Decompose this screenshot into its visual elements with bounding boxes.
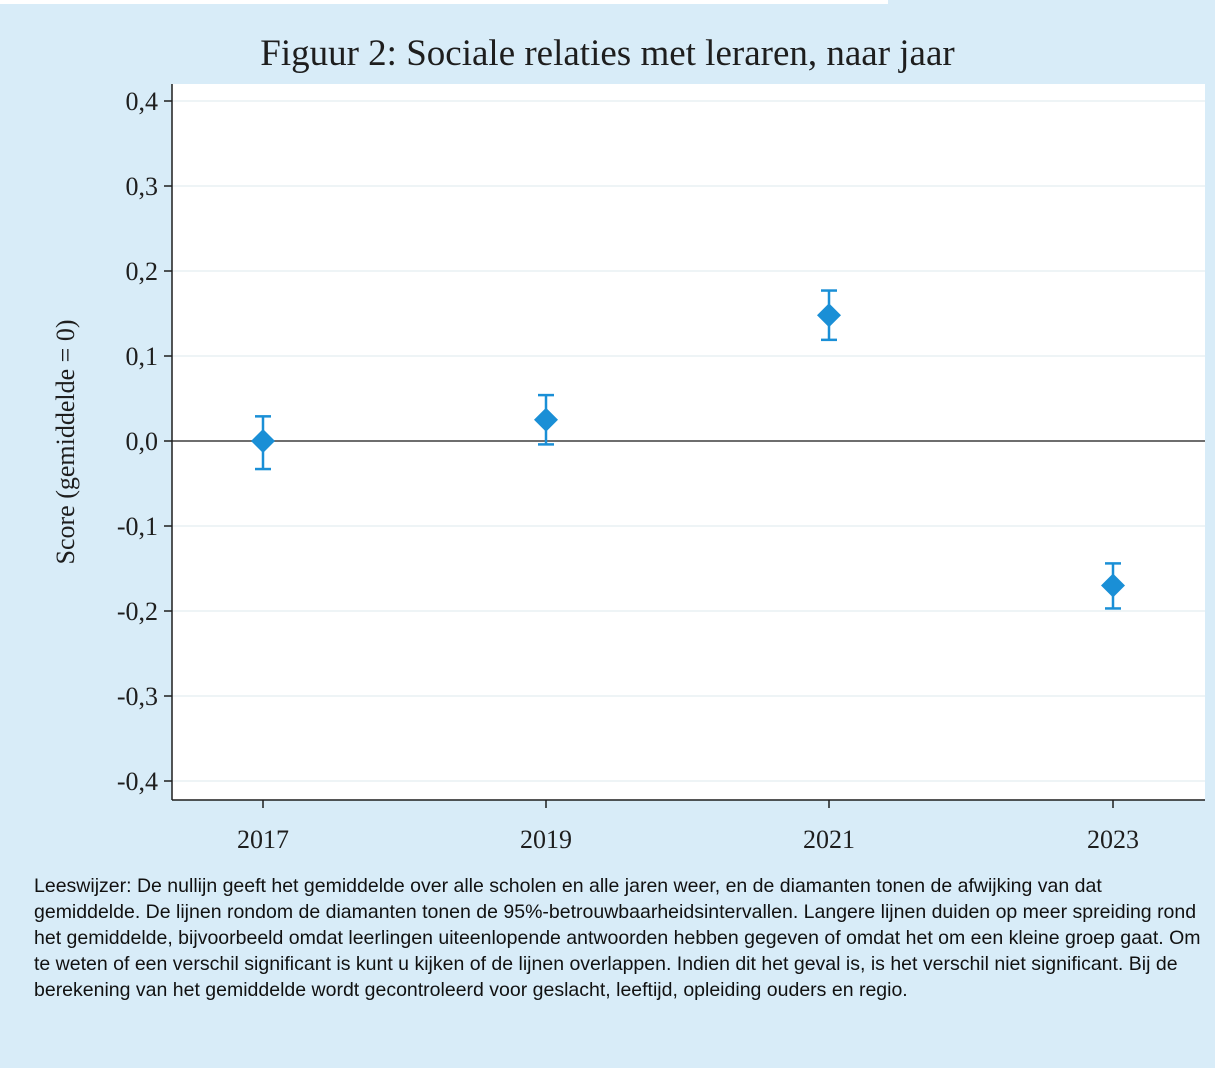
y-tick-label: 0,2 xyxy=(126,257,159,286)
diamond-marker xyxy=(251,429,275,453)
y-axis-title: Score (gemiddelde = 0) xyxy=(51,320,80,565)
x-tick-label: 2017 xyxy=(237,825,289,854)
diamond-marker xyxy=(1101,573,1125,598)
y-tick-label: -0,2 xyxy=(117,597,158,626)
y-tick-label: 0,4 xyxy=(126,87,159,116)
axes xyxy=(164,84,1205,808)
x-tick-label: 2021 xyxy=(803,825,855,854)
reading-guide-note: Leeswijzer: De nullijn geeft het gemidde… xyxy=(34,875,1201,1001)
gridlines xyxy=(172,100,1205,782)
chart-title: Figuur 2: Sociale relaties met leraren, … xyxy=(260,33,955,74)
y-tick-label: 0,1 xyxy=(126,342,159,371)
y-tick-label: -0,4 xyxy=(117,767,158,796)
y-tick-label: 0,0 xyxy=(126,427,159,456)
y-tick-label: 0,3 xyxy=(126,172,159,201)
x-tick-labels: 2017 2019 2021 2023 xyxy=(237,825,1139,854)
y-tick-labels: 0,4 0,3 0,2 0,1 0,0 -0,1 -0,2 -0,3 -0,4 xyxy=(117,87,158,796)
x-tick-label: 2023 xyxy=(1087,825,1139,854)
point-markers xyxy=(251,303,1125,598)
x-tick-label: 2019 xyxy=(520,825,572,854)
diamond-marker xyxy=(817,303,841,328)
y-tick-label: -0,1 xyxy=(117,512,158,541)
diamond-marker xyxy=(534,407,558,432)
y-tick-label: -0,3 xyxy=(117,682,158,711)
top-strip xyxy=(0,0,888,4)
